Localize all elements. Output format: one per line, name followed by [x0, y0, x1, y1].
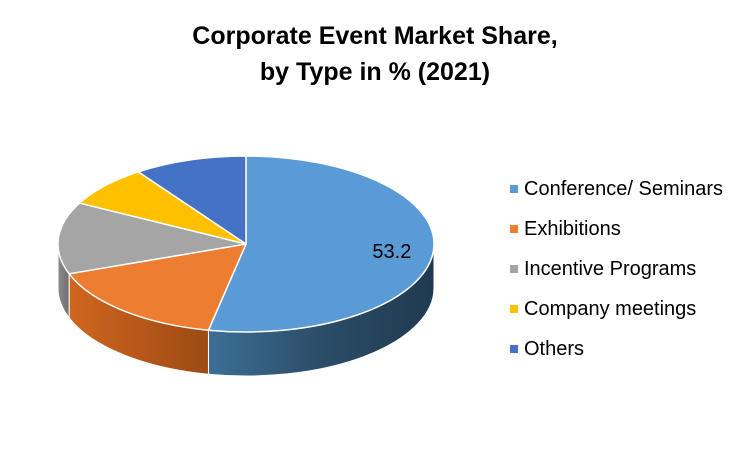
legend-swatch: [510, 225, 518, 233]
pie-data-labels: 53.2: [372, 241, 411, 263]
legend-swatch: [510, 345, 518, 353]
legend-item-others: Others: [510, 334, 745, 374]
legend: Conference/ Seminars Exhibitions Incentive…: [510, 174, 745, 374]
legend-item-company-meetings: Company meetings: [510, 294, 745, 334]
chart-title-line-1: Corporate Event Market Share,: [192, 22, 558, 50]
slice-exhibitions: [68, 243, 247, 331]
legend-item-conference-seminars: Conference/ Seminars: [510, 174, 745, 214]
legend-label: Others: [524, 338, 585, 360]
legend-swatch: [510, 265, 518, 273]
legend-swatch: [510, 305, 518, 313]
chart-title-line-2: by Type in % (2021): [259, 58, 491, 86]
legend-label: Conference/ Seminars: [524, 178, 723, 200]
data-label-conference-seminars: 53.2: [372, 241, 411, 263]
legend-label: Incentive Programs: [524, 258, 697, 280]
legend-label: Exhibitions: [524, 218, 621, 240]
legend-swatch: [510, 185, 518, 193]
legend-item-exhibitions: Exhibitions: [510, 214, 745, 254]
pie-slices: [57, 155, 435, 333]
slice-others: [137, 155, 247, 245]
chart-title: Corporate Event Market Share, by Type in…: [0, 18, 750, 90]
slice-conference-seminars: [207, 155, 435, 333]
slice-incentive-programs: [57, 202, 247, 275]
legend-label: Company meetings: [524, 298, 697, 320]
legend-item-incentive-programs: Incentive Programs: [510, 254, 745, 294]
